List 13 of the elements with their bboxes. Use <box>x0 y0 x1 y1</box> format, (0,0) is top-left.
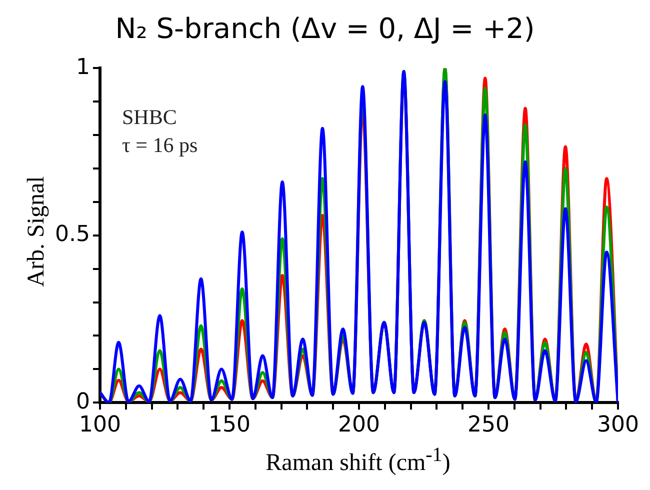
x-tick-label: 300 <box>597 412 640 438</box>
x-tick-label: 150 <box>208 412 250 438</box>
x-tick-label: 250 <box>468 412 510 438</box>
x-tick-label: 200 <box>338 412 380 438</box>
y-tick-label: 0.5 <box>54 222 90 248</box>
annotation: SHBC <box>122 105 177 130</box>
y-axis-title: Arb. Signal <box>24 175 50 289</box>
y-tick-label: 0 <box>76 389 90 414</box>
annotation: τ = 16 ps <box>122 133 198 158</box>
chart-title: N₂ S-branch (Δv = 0, ΔJ = +2) <box>114 12 536 45</box>
x-axis-title: Raman shift (cm$^{-1}$) <box>264 444 452 477</box>
y-tick-label: 1 <box>76 54 90 80</box>
x-tick-label: 100 <box>78 412 121 438</box>
